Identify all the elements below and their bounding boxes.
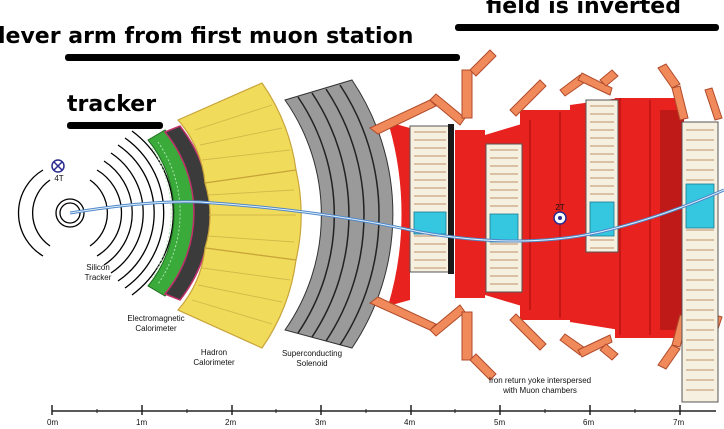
heading-lever-arm: lever arm from first muon station [0,24,414,49]
field-4t-icon [51,159,65,173]
hcal-label-line1: Hadron [200,348,228,357]
yoke-label-line1: Iron return yoke interspersed [488,376,592,385]
field-4t-label: 4T [54,174,64,183]
ecal-label-line2: Calorimeter [135,324,177,333]
solenoid-label-line1: Superconducting [281,349,343,358]
scale-tick-1m: 1m [136,418,148,427]
electromagnetic-calorimeter [147,125,212,301]
scale-tick-6m: 6m [583,418,595,427]
scale-tick-5m: 5m [494,418,506,427]
yoke-label: Iron return yoke interspersed with Muon … [470,376,610,396]
silicon-tracker-label-line2: Tracker [84,273,112,282]
muon-chambers [409,99,719,403]
heading-underline-field [455,24,719,31]
silicon-tracker-label: Silicon Tracker [78,263,118,283]
ecal-label: Electromagnetic Calorimeter [118,314,194,334]
hcal-label: Hadron Calorimeter [186,348,242,368]
hadron-calorimeter [177,82,302,349]
scale-bar [51,405,716,415]
muon-hit-2 [489,213,519,243]
scale-tick-3m: 3m [315,418,327,427]
hcal-label-line2: Calorimeter [193,358,235,367]
silicon-tracker-label-line1: Silicon [86,263,110,272]
field-2t-icon [553,211,567,225]
solenoid-label-line2: Solenoid [296,359,328,368]
scale-tick-7m: 7m [673,418,685,427]
scale-tick-4m: 4m [404,418,416,427]
scale-tick-2m: 2m [225,418,237,427]
yoke-label-line2: with Muon chambers [503,386,577,395]
scale-tick-0m: 0m [47,418,59,427]
heading-underline-tracker [67,122,163,129]
field-2t-label: 2T [555,203,565,212]
heading-field-inverted: field is inverted [486,0,681,19]
heading-tracker: tracker [67,92,157,117]
solenoid-label: Superconducting Solenoid [272,349,352,369]
silicon-tracker [17,130,174,296]
ecal-label-line1: Electromagnetic [127,314,185,323]
muon-hit-4 [685,183,715,229]
muon-track-highlight [69,189,724,242]
heading-underline-lever [65,54,460,61]
